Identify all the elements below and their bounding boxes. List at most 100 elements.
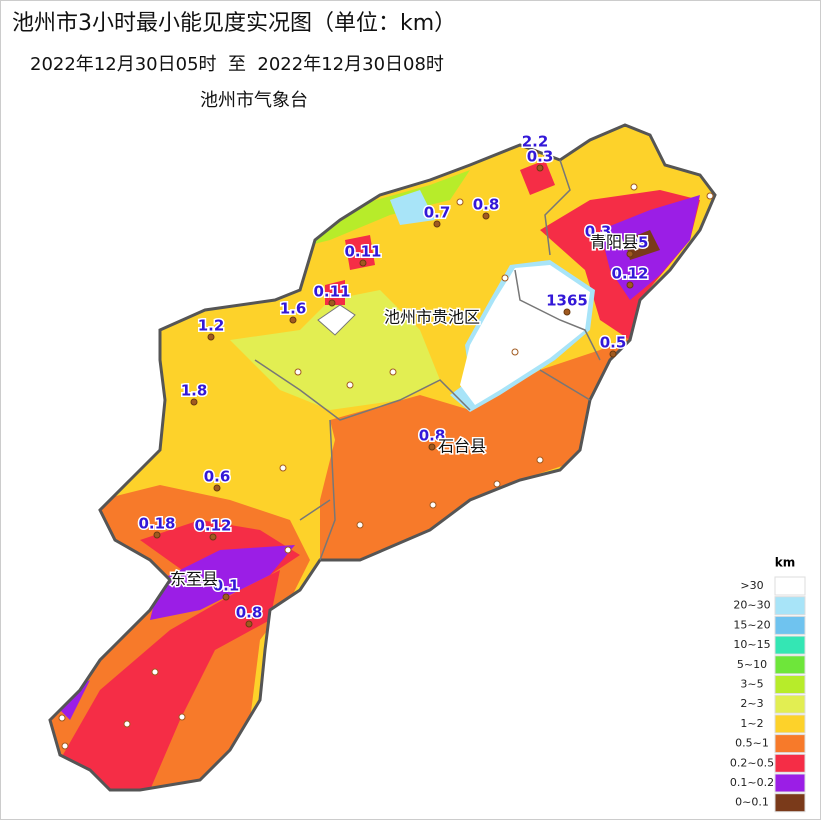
- district-name: 石台县: [438, 437, 486, 456]
- station-dot: [433, 220, 441, 228]
- station-dot: [531, 149, 539, 157]
- agency: 池州市气象台: [200, 90, 308, 111]
- station-dot: [213, 484, 221, 492]
- station-dot: [501, 274, 509, 282]
- station-dot: [630, 183, 638, 191]
- county-boundary: [254, 159, 601, 561]
- station-dot: [190, 398, 198, 406]
- zone-0-1-0-2: [150, 545, 295, 620]
- station-dot: [284, 546, 292, 554]
- district-name: 东至县: [170, 570, 218, 589]
- station-dot: [389, 368, 397, 376]
- station-value: 0.18: [138, 515, 175, 533]
- station-dot: [61, 742, 69, 750]
- station-value: 0.7: [424, 204, 451, 222]
- legend-swatch: [774, 576, 806, 596]
- station-value: 0.5: [600, 334, 627, 352]
- station-value: 1.6: [280, 300, 307, 318]
- legend-label: 10~15: [733, 638, 770, 651]
- station-dot: [626, 250, 634, 258]
- station-dot: [222, 593, 230, 601]
- station-dot: [328, 299, 336, 307]
- legend-label: 1~2: [740, 717, 763, 730]
- legend-label: 0.1~0.2: [730, 776, 774, 789]
- legend-swatch: [774, 655, 806, 675]
- station-dots: [58, 149, 714, 750]
- station-dot: [456, 198, 464, 206]
- legend-label: 20~30: [733, 599, 770, 612]
- station-dot: [153, 531, 161, 539]
- station-value: 0.1: [213, 577, 240, 595]
- legend: km >30 20~30 15~20 10~15 5~10 3~5 2~3 1~2 0.5~1 0.…: [730, 556, 806, 813]
- legend-label: 5~10: [737, 658, 767, 671]
- legend-swatch: [774, 635, 806, 655]
- zone-gt-30: [460, 265, 590, 405]
- legend-swatch: [774, 753, 806, 773]
- station-dot: [594, 239, 602, 247]
- station-value: 0.8: [236, 604, 263, 622]
- station-value: 1365: [546, 292, 588, 310]
- district-name: 池州市贵池区: [384, 308, 480, 327]
- station-value: 0.8: [473, 196, 500, 214]
- station-value: 0.11: [313, 283, 350, 301]
- legend-label: 0.5~1: [735, 737, 769, 750]
- legend-swatch: [774, 596, 806, 616]
- station-value: 0.12: [194, 517, 231, 535]
- station-labels: 2.20.30.7 0.80.30.050.120.110.111.61.2136…: [137, 131, 650, 623]
- legend-label: >30: [740, 579, 763, 592]
- station-dot: [536, 456, 544, 464]
- station-dot: [563, 308, 571, 316]
- zone-0-2-0-5: [325, 280, 345, 305]
- station-value: 1.2: [198, 317, 225, 335]
- legend-title: km: [775, 556, 795, 570]
- station-dot: [245, 620, 253, 628]
- legend-label: 0~0.1: [735, 796, 769, 809]
- station-dot: [123, 720, 131, 728]
- zone-0-2-0-5: [60, 570, 280, 790]
- station-dot: [289, 316, 297, 324]
- legend-label: 0.2~0.5: [730, 756, 774, 769]
- station-dot: [151, 668, 159, 676]
- station-value: 0.12: [611, 265, 648, 283]
- legend-label: 15~20: [733, 618, 770, 631]
- station-dot: [346, 381, 354, 389]
- station-dot: [428, 443, 436, 451]
- station-value: 0.3: [585, 223, 612, 241]
- station-dot: [207, 333, 215, 341]
- station-value: 0.3: [527, 148, 554, 166]
- station-dot: [58, 714, 66, 722]
- station-dot: [511, 348, 519, 356]
- legend-swatch: [774, 615, 806, 635]
- zone-0-2-0-5: [520, 160, 555, 195]
- legend-swatch: [774, 714, 806, 734]
- station-dot: [536, 164, 544, 172]
- zone-3-5: [290, 170, 470, 250]
- district-name: 青阳县: [590, 233, 638, 252]
- station-dot: [626, 281, 634, 289]
- station-dot: [706, 192, 714, 200]
- legend-label: 3~5: [740, 678, 763, 691]
- legend-swatch: [774, 793, 806, 813]
- zone-0-5-1: [320, 330, 640, 560]
- zone-2-3: [230, 290, 440, 410]
- title: 池州市3小时最小能见度实况图（单位：km）: [12, 11, 456, 36]
- station-dot: [178, 713, 186, 721]
- legend-swatch: [774, 694, 806, 714]
- station-dot: [493, 480, 501, 488]
- station-dot: [359, 259, 367, 267]
- station-dot: [294, 368, 302, 376]
- station-dot: [356, 521, 364, 529]
- zone-0-2-0-5: [345, 235, 375, 270]
- legend-swatch: [774, 675, 806, 694]
- station-value: 0.05: [611, 234, 648, 252]
- zone-0-0-1: [625, 230, 660, 260]
- station-dot: [482, 212, 490, 220]
- zone-20-30: [390, 190, 435, 225]
- station-dot: [609, 350, 617, 358]
- legend-swatch: [774, 773, 806, 793]
- station-value: 0.11: [344, 243, 381, 261]
- station-dot: [429, 501, 437, 509]
- station-value: 2.2: [522, 133, 549, 151]
- legend-swatch: [774, 734, 806, 754]
